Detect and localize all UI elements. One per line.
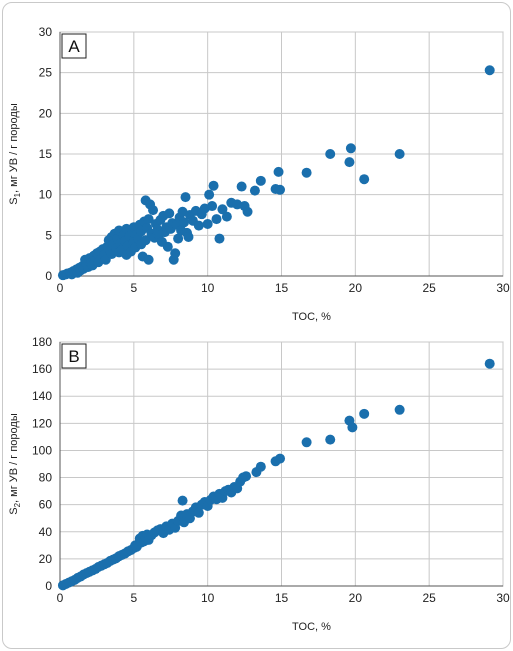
x-tick-label: 25: [422, 591, 436, 605]
data-point: [255, 461, 266, 472]
data-point: [221, 211, 232, 222]
y-tick-label: 20: [39, 106, 53, 120]
panel-label-box: [61, 343, 87, 369]
data-point: [344, 157, 355, 168]
data-point: [202, 218, 213, 229]
x-tick-label: 0: [57, 591, 64, 605]
y-tick-label: 30: [39, 25, 53, 39]
data-point: [173, 233, 184, 244]
y-tick-label: 5: [45, 228, 52, 242]
x-tick-label: 5: [130, 591, 137, 605]
x-tick-label: 25: [422, 281, 436, 295]
data-point: [359, 174, 370, 185]
data-point: [204, 189, 215, 200]
data-point: [148, 205, 159, 216]
y-tick-label: 160: [32, 362, 52, 376]
data-point: [193, 507, 204, 518]
panel-label-box: [61, 33, 87, 59]
y-tick-label: 10: [39, 188, 53, 202]
x-tick-label: 10: [201, 281, 215, 295]
data-point: [179, 217, 190, 228]
x-tick-label: 20: [349, 591, 363, 605]
data-point: [249, 185, 260, 196]
data-point: [255, 175, 266, 186]
data-point: [484, 65, 495, 76]
panel-label: B: [68, 347, 79, 366]
y-tick-label: 120: [32, 416, 52, 430]
x-tick-label: 15: [275, 591, 289, 605]
x-tick-label: 5: [130, 281, 137, 295]
data-point: [140, 235, 151, 246]
x-axis-label: TOC, %: [292, 311, 331, 323]
data-point: [301, 167, 312, 178]
y-tick-label: 20: [39, 552, 53, 566]
y-tick-label: 40: [39, 525, 53, 539]
x-tick-label: 0: [57, 281, 64, 295]
data-point: [217, 204, 228, 215]
data-point: [347, 422, 358, 433]
y-tick-label: 25: [39, 66, 53, 80]
data-point: [143, 254, 154, 265]
data-point: [236, 181, 247, 192]
data-series: [57, 65, 495, 281]
data-point: [275, 184, 286, 195]
data-point: [394, 149, 405, 159]
data-point: [193, 220, 204, 231]
data-point: [273, 166, 284, 177]
x-tick-label: 20: [349, 281, 363, 295]
data-point: [170, 248, 181, 259]
y-tick-label: 0: [45, 579, 52, 593]
data-point: [325, 434, 336, 445]
data-point: [242, 206, 253, 217]
x-tick-label: 10: [201, 591, 215, 605]
data-series: [57, 358, 495, 591]
y-tick-label: 180: [32, 335, 52, 349]
data-point: [345, 143, 356, 154]
chart-panel-b: 0 5 10 15 20 25 30 0 20 40 60 80 100 120 140 160 180 TOC,…: [8, 335, 510, 633]
data-point: [241, 471, 252, 482]
y-tick-label: 60: [39, 498, 53, 512]
y-tick-label: 80: [39, 471, 53, 485]
data-point: [143, 214, 154, 225]
chart-panel-a: 0 5 10 15 20 25 30 0 5 10 15 20 25 30 TOC, % S1, мг УВ …: [8, 25, 510, 323]
y-tick-label: 100: [32, 443, 52, 457]
data-point: [275, 453, 286, 464]
data-point: [164, 208, 175, 219]
data-point: [484, 358, 495, 369]
x-tick-label: 30: [496, 591, 510, 605]
data-point: [208, 180, 219, 191]
data-point: [162, 241, 173, 252]
y-axis-label: S2, мг УВ / г породы: [8, 413, 22, 515]
data-point: [301, 437, 312, 448]
data-point: [180, 192, 191, 203]
data-point: [183, 231, 194, 242]
x-axis-label: TOC, %: [292, 621, 331, 633]
panel-label: A: [68, 37, 80, 56]
y-tick-label: 140: [32, 389, 52, 403]
x-tick-label: 15: [275, 281, 289, 295]
data-point: [359, 408, 370, 419]
y-tick-label: 0: [45, 269, 52, 283]
x-tick-label: 30: [496, 281, 510, 295]
data-point: [211, 214, 222, 225]
data-point: [394, 404, 405, 415]
data-point: [325, 149, 336, 159]
data-point: [214, 233, 225, 244]
data-point: [207, 201, 218, 212]
data-point: [177, 495, 188, 506]
y-axis-label: S1, мг УВ / г породы: [8, 103, 22, 205]
y-tick-label: 15: [39, 147, 53, 161]
